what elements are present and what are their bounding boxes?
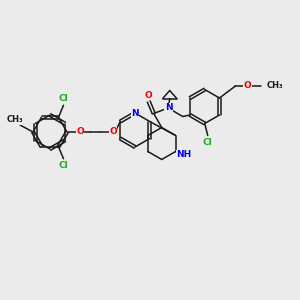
Text: O: O [109,128,117,136]
Text: NH: NH [176,150,191,159]
Text: N: N [165,103,172,112]
Text: O: O [244,82,251,91]
Text: O: O [145,91,153,100]
Text: CH₃: CH₃ [266,82,283,91]
Text: CH₃: CH₃ [7,116,23,124]
Text: N: N [131,109,139,118]
Text: Cl: Cl [58,94,68,103]
Text: O: O [76,128,84,136]
Text: Cl: Cl [203,138,213,147]
Text: Cl: Cl [58,161,68,170]
